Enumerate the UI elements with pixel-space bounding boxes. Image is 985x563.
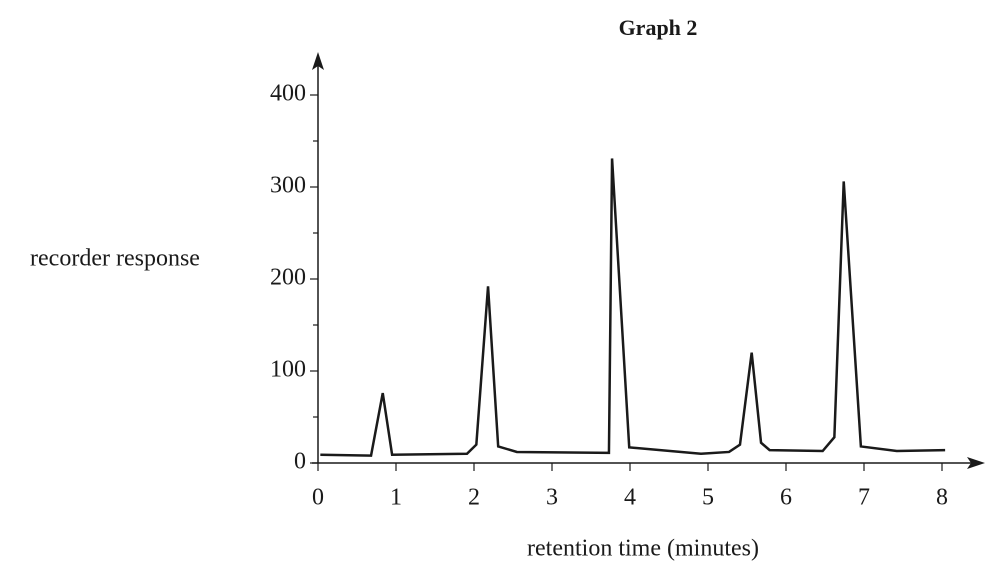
y-tick-label: 0 (294, 449, 306, 475)
x-axis-arrow (967, 457, 985, 469)
x-tick-label: 5 (702, 485, 714, 511)
y-axis-label: recorder response (30, 246, 200, 272)
y-tick-label: 400 (270, 81, 306, 107)
y-tick-label: 300 (270, 173, 306, 199)
x-tick-label: 4 (624, 485, 636, 511)
chart-title: Graph 2 (619, 15, 698, 40)
y-tick-label: 100 (270, 357, 306, 383)
y-axis-arrow (312, 52, 324, 70)
x-tick-label: 3 (546, 485, 558, 511)
x-tick-label: 1 (390, 485, 402, 511)
x-tick-label: 2 (468, 485, 480, 511)
x-tick-label: 8 (936, 485, 948, 511)
x-tick-label: 0 (312, 485, 324, 511)
data-line (320, 158, 946, 457)
x-axis-label: retention time (minutes) (527, 536, 759, 562)
y-tick-label: 200 (270, 265, 306, 291)
x-tick-label: 6 (780, 485, 792, 511)
x-tick-label: 7 (858, 485, 870, 511)
